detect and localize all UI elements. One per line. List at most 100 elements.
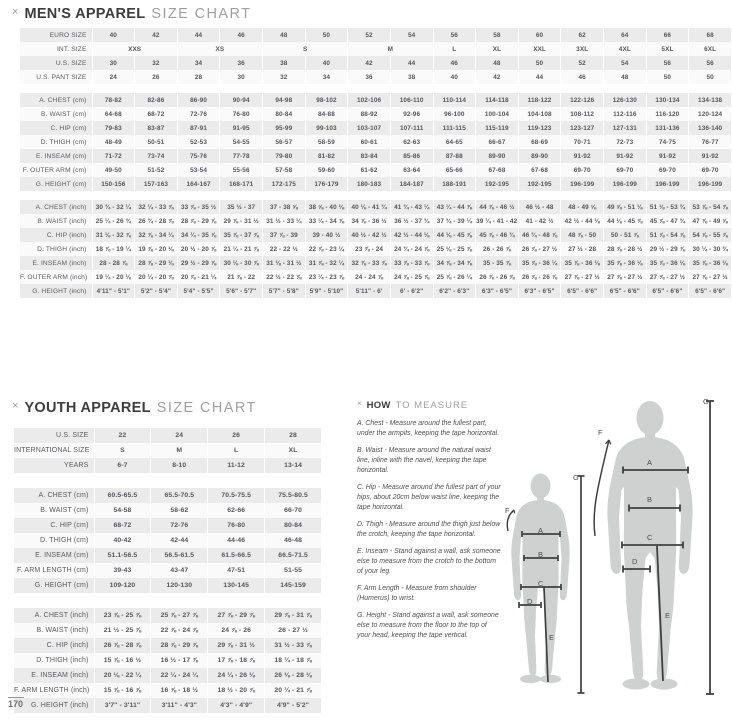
table-row: U.S. PANT SIZE 24 26 28 30 32 34 36 38 40 42 44 46 48… <box>20 70 732 84</box>
table-cell: 61.5-66.5 <box>207 548 266 563</box>
table-cell: 21 ⅞ - 22 <box>219 270 263 284</box>
table-cell: 41 - 42 ½ <box>518 214 562 228</box>
table-cell: 44 ⅛ - 45 ⅞ <box>603 214 647 228</box>
measure-instruction: A. Chest - Measure around the fullest pa… <box>357 420 500 437</box>
measure-instruction: E. Inseam - Stand against a wall, ask so… <box>357 547 501 575</box>
table-cell: 35 ⅞ - 36 ¼ <box>518 256 562 270</box>
table-cell: 24 ¼ - 26 ⅛ <box>207 668 266 683</box>
table-cell: 22 - 22 ½ <box>262 242 306 256</box>
table-cell: 60 <box>518 28 562 42</box>
table-cell: 46 <box>560 70 604 84</box>
row-label: B. WAIST (inch) <box>14 623 95 638</box>
table-cell: 95-99 <box>262 121 306 135</box>
table-cell: 29 ⅞ - 31 ½ <box>219 214 263 228</box>
table-row: YEARS 6-7 8-10 11-12 13-14 <box>14 458 322 473</box>
table-group-separator <box>20 84 732 93</box>
table-cell: 116-120 <box>646 107 690 121</box>
table-cell: 76-80 <box>219 107 263 121</box>
close-icon[interactable]: × <box>12 400 19 412</box>
table-cell: 26 ¾ - 28 ⅞ <box>134 214 178 228</box>
table-cell: 18 ½ - 20 ⅞ <box>207 683 266 698</box>
youth-title-strong: YOUTH APPAREL <box>24 400 151 416</box>
table-row: G. HEIGHT (inch) 3'7" - 3'11" 3'11" - 4'3"… <box>14 698 322 713</box>
table-cell: 80-84 <box>264 518 322 533</box>
close-icon[interactable]: × <box>357 399 362 408</box>
page-number: 170 <box>8 697 24 709</box>
table-cell: 47-51 <box>207 563 266 578</box>
table-row: C. HIP (cm) 79-83 83-87 87-91 91-95 95-99 99-1… <box>20 121 732 135</box>
table-cell: 87-88 <box>433 149 477 163</box>
table-row: B. WAIST (inch) 25 ¼ - 26 ¾ 26 ¾ - 28 ⅞ 28 … <box>20 214 732 228</box>
table-cell: 31 ½ - 33 ¼ <box>262 214 306 228</box>
table-cell: 22 <box>94 428 152 443</box>
table-cell: 32 ⅞ - 34 ¼ <box>134 228 178 242</box>
table-cell: 23 ⅞ - 25 ⅞ <box>94 608 152 623</box>
row-label: G. HEIGHT (inch) <box>20 284 93 298</box>
table-cell: M <box>150 443 209 458</box>
figure-label-adult-d: D <box>632 557 638 566</box>
table-cell: 192-195 <box>518 177 562 191</box>
table-cell: 32 <box>134 56 178 70</box>
table-cell: 53-54 <box>177 163 221 177</box>
table-cell: 6'3" - 6'5" <box>518 284 562 298</box>
table-cell: 48 <box>475 56 519 70</box>
table-cell: 24 - 24 ⅞ <box>347 270 391 284</box>
table-cell: 64-68 <box>92 107 136 121</box>
table-cell: 61-62 <box>347 163 391 177</box>
table-cell: 131-136 <box>646 121 690 135</box>
row-label: E. INSEAM (inch) <box>20 256 93 270</box>
table-cell: 30 ⅛ - 30 ⅞ <box>219 256 263 270</box>
table-cell: 4'11" - 5'1" <box>92 284 136 298</box>
row-label: C. HIP (inch) <box>14 638 95 653</box>
table-cell: 120-124 <box>688 107 732 121</box>
close-icon[interactable]: × <box>12 6 19 18</box>
table-row: U.S. SIZE 30 32 34 36 38 40 42 44 46 48 50 52 54 56 56 <box>20 56 732 70</box>
mens-size-chart: EURO SIZE 40 42 44 46 48 50 52 54 56 58 60 62 64 66 68 I… <box>0 28 732 298</box>
table-cell: 19 ⅞ - 20 ⅛ <box>134 242 178 256</box>
table-cell: 25 ⅛ - 25 ⅞ <box>433 242 477 256</box>
table-cell: 36 <box>347 70 391 84</box>
row-label: INT. SIZE <box>20 42 93 56</box>
table-cell: 180-183 <box>347 177 391 191</box>
table-cell: 75-76 <box>177 149 221 163</box>
table-cell: 30 <box>92 56 136 70</box>
table-cell: 103-107 <box>347 121 391 135</box>
table-cell: 20 ¼ - 21 ⅞ <box>264 683 322 698</box>
youth-chart-heading: × YOUTH APPAREL SIZE CHART <box>4 400 257 416</box>
figure-label-adult-c: C <box>647 533 653 542</box>
table-cell: 44 ⅞ - 46 ½ <box>475 200 519 214</box>
table-cell: 57-58 <box>262 163 306 177</box>
table-cell: 56 <box>433 28 477 42</box>
row-label: D. THIGH (inch) <box>14 653 95 668</box>
table-cell: 62 <box>560 28 604 42</box>
table-cell: 6XL <box>688 42 732 56</box>
row-label: A. CHEST (inch) <box>14 608 95 623</box>
table-cell: 17 ⅞ - 18 ⅞ <box>207 653 266 668</box>
row-label: YEARS <box>14 458 95 473</box>
table-cell: 42 <box>347 56 391 70</box>
table-row: G. HEIGHT (cm) 109-120 120-130 130-145 145-1… <box>14 578 322 593</box>
table-row: C. HIP (cm) 68-72 72-76 76-80 80-84 <box>14 518 322 533</box>
table-cell: 196-199 <box>688 177 732 191</box>
table-cell: 83-84 <box>347 149 391 163</box>
table-cell: 50-51 <box>134 135 178 149</box>
table-cell: 40 <box>92 28 136 42</box>
table-cell: 94-98 <box>262 93 306 107</box>
row-label: EURO SIZE <box>20 28 93 42</box>
table-cell: 20 ½ - 20 ⅞ <box>177 242 221 256</box>
table-cell: 48 - 49 ⅝ <box>560 200 604 214</box>
adult-measure-bars <box>593 400 714 695</box>
table-cell: 107-111 <box>390 121 434 135</box>
table-cell: 54-55 <box>219 135 263 149</box>
table-cell: 100-104 <box>475 107 519 121</box>
table-cell: 72-73 <box>603 135 647 149</box>
table-cell: 66 <box>646 28 690 42</box>
table-cell: 48 <box>603 70 647 84</box>
table-cell: 96-100 <box>433 107 477 121</box>
table-cell: 66-67 <box>475 135 519 149</box>
table-cell: 75.5-80.5 <box>264 488 322 503</box>
row-label: D. THIGH (cm) <box>20 135 93 149</box>
table-cell: 58-59 <box>305 135 349 149</box>
table-cell: 24 ¾ - 24 ⅞ <box>390 242 434 256</box>
figure-label-adult-f: F <box>598 428 603 437</box>
